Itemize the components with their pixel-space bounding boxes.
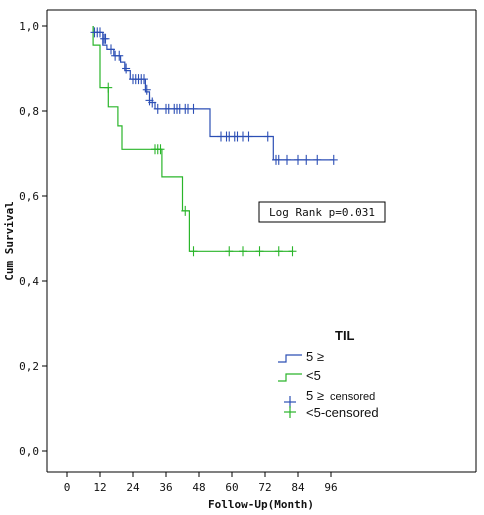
- legend-label-group-low: <5: [306, 368, 321, 383]
- y-tick-label: 0,4: [19, 275, 39, 288]
- censor-mark-high: [244, 131, 253, 142]
- censor-mark-high: [329, 154, 338, 165]
- censor-mark-high: [101, 33, 110, 44]
- legend-label-group-high: 5 ≥: [306, 349, 324, 364]
- censor-mark-low: [225, 246, 234, 257]
- y-tick-label: 0,0: [19, 445, 39, 458]
- legend-cross-green: [284, 406, 296, 418]
- x-tick-label: 60: [225, 481, 238, 494]
- censor-mark-high: [189, 103, 198, 114]
- censor-mark-high: [122, 63, 131, 74]
- censor-mark-low: [104, 82, 113, 93]
- censored-markers: [90, 27, 338, 257]
- legend-swatch-blue: [278, 354, 302, 363]
- censor-mark-low: [288, 246, 297, 257]
- x-tick-label: 72: [258, 481, 271, 494]
- y-axis-title: Cum Survival: [3, 201, 16, 280]
- censor-mark-high: [153, 103, 162, 114]
- censor-mark-high: [283, 154, 291, 165]
- censor-mark-high: [313, 154, 322, 165]
- x-tick-label: 84: [291, 481, 305, 494]
- x-tick-label: 12: [93, 481, 106, 494]
- survival-curve-high: [92, 26, 334, 161]
- censor-mark-low: [239, 246, 247, 257]
- censor-mark-high: [96, 27, 104, 38]
- x-tick-label: 48: [192, 481, 205, 494]
- censor-mark-high: [263, 131, 272, 142]
- censor-mark-high: [294, 154, 302, 165]
- y-tick-label: 0,6: [19, 190, 39, 203]
- censor-mark-high: [107, 44, 115, 55]
- censor-mark-high: [274, 154, 283, 165]
- plot-frame: [46, 9, 477, 473]
- legend-title: TIL: [335, 328, 355, 343]
- annotation-text: Log Rank p=0.031: [269, 206, 375, 219]
- y-axis-ticks: 0,0 0,2 0,4 0,6 0,8 1,0: [19, 20, 47, 458]
- censor-mark-high: [142, 84, 151, 95]
- censor-mark-high: [115, 50, 124, 61]
- legend-swatch-green: [278, 373, 302, 382]
- censor-mark-high: [140, 74, 148, 85]
- censor-mark-low: [181, 205, 190, 216]
- x-tick-label: 0: [64, 481, 71, 494]
- censor-mark-high: [148, 97, 157, 108]
- legend: TIL 5 ≥ <5 5 ≥ censored <5-censored: [278, 328, 379, 420]
- annotation-box: [258, 201, 386, 223]
- x-axis-ticks: 0 12 24 36 48 60 72 84 96: [64, 472, 338, 494]
- y-tick-label: 1,0: [19, 20, 39, 33]
- censor-mark-low: [189, 246, 198, 257]
- log-rank-annotation: Log Rank p=0.031: [258, 201, 386, 223]
- x-tick-label: 24: [126, 481, 140, 494]
- x-tick-label: 96: [324, 481, 337, 494]
- y-tick-label: 0,2: [19, 360, 39, 373]
- censor-mark-low: [274, 246, 283, 257]
- censor-mark-low: [156, 144, 165, 155]
- x-axis-title: Follow-Up(Month): [208, 498, 314, 511]
- x-tick-label: 36: [159, 481, 172, 494]
- censor-mark-high: [302, 154, 311, 165]
- legend-label-high-censored: 5 ≥ censored: [306, 388, 375, 403]
- y-tick-label: 0,8: [19, 105, 39, 118]
- legend-label-low-censored: <5-censored: [306, 405, 379, 420]
- censor-mark-low: [255, 246, 264, 257]
